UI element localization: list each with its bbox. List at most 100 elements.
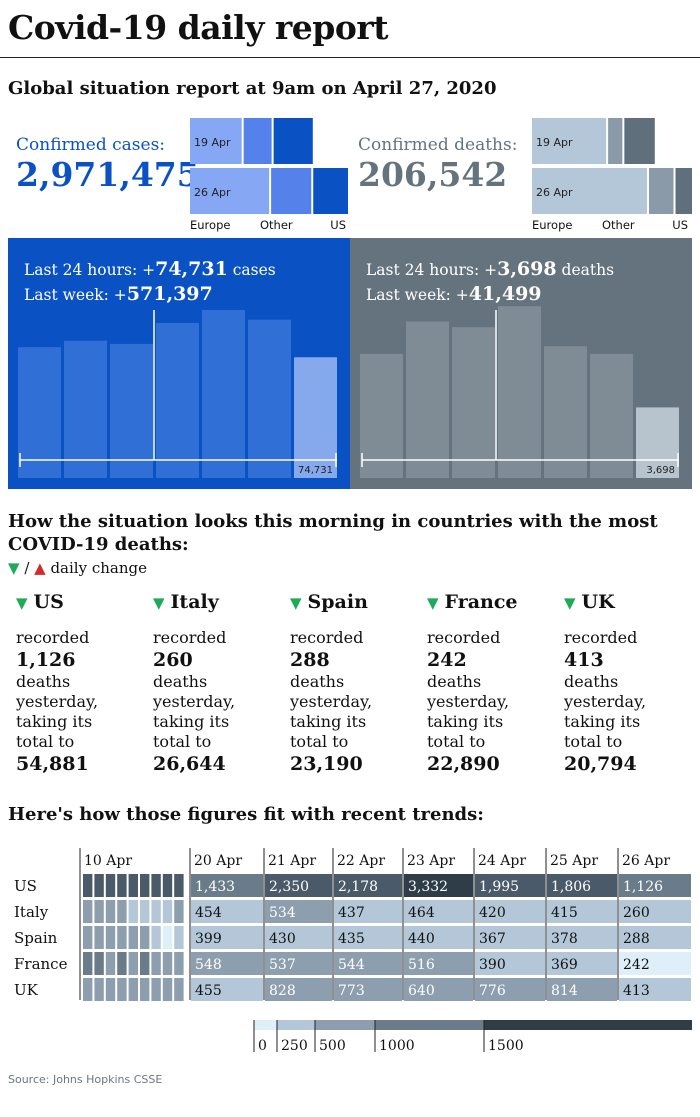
date-label: 23 Apr — [407, 853, 455, 869]
heatmap-value: 776 — [479, 983, 506, 999]
date-label: 22 Apr — [337, 853, 385, 869]
change-legend: ▼ / ▲ daily change — [8, 559, 147, 577]
down-triangle-icon: ▼ — [290, 594, 302, 612]
early-cell — [174, 926, 184, 949]
heatmap-value: 369 — [551, 957, 578, 973]
heatmap-cell — [334, 900, 402, 923]
heatmap-value: 464 — [408, 905, 435, 921]
heatmap-value: 413 — [623, 983, 650, 999]
total-deaths: 26,644 — [153, 753, 226, 775]
early-cell — [174, 978, 184, 1001]
heatmap-cell — [547, 952, 617, 975]
heatmap-value: 455 — [195, 983, 222, 999]
early-cell — [83, 978, 93, 1001]
tile-other-0 — [608, 118, 623, 164]
tile-other-1 — [649, 168, 674, 214]
cases-daily-panel: 74,731 — [8, 238, 350, 489]
heatmap-cell — [191, 874, 263, 897]
heatmap-cell — [191, 900, 263, 923]
heatmap-value: 242 — [623, 957, 650, 973]
heatmap-value: 2,178 — [338, 879, 378, 895]
heatmap-cell — [619, 874, 691, 897]
scale-swatch — [315, 1020, 375, 1030]
heatmap-value: 1,433 — [195, 879, 235, 895]
scale-swatch — [254, 1020, 277, 1030]
page-title: Covid-19 daily report — [8, 8, 388, 47]
heatmap-cell — [547, 874, 617, 897]
heatmap-value: 548 — [195, 957, 222, 973]
tile-us-1 — [675, 168, 692, 214]
tile-other-0 — [243, 118, 272, 164]
heatmap-value: 260 — [623, 905, 650, 921]
heatmap-value: 399 — [195, 931, 222, 947]
heatmap-value: 2,350 — [269, 879, 309, 895]
country-name: Italy — [170, 591, 219, 613]
heatmap-value: 288 — [623, 931, 650, 947]
daily-bar — [360, 353, 403, 478]
country-name: UK — [581, 591, 615, 613]
heatmap-cell — [619, 952, 691, 975]
early-cell — [140, 978, 150, 1001]
early-cell — [128, 978, 138, 1001]
heatmap-value: 440 — [408, 931, 435, 947]
down-triangle-icon: ▼ — [16, 594, 28, 612]
early-cell — [94, 900, 104, 923]
cases-total: 2,971,475 — [16, 155, 200, 194]
early-cell — [105, 874, 116, 897]
heatmap-value: 1,995 — [479, 879, 519, 895]
heatmap-cell — [334, 926, 402, 949]
tile-other-1 — [271, 168, 312, 214]
early-date-label: 10 Apr — [84, 853, 132, 869]
date-label: 26 Apr — [622, 853, 670, 869]
deaths-region-chart: 19 Apr 26 Apr Europe Other US — [532, 118, 692, 232]
early-cell — [151, 926, 161, 949]
early-cell — [128, 874, 138, 897]
tile-row-label: 19 Apr — [536, 136, 573, 149]
scale-swatch — [375, 1020, 484, 1030]
early-cell — [94, 874, 104, 897]
daily-deaths: 288 — [290, 649, 330, 671]
country-name: Spain — [307, 591, 368, 613]
early-cell — [94, 952, 104, 975]
heatmap-cell — [475, 874, 545, 897]
early-cell — [105, 952, 116, 975]
heatmap-cell — [334, 978, 402, 1001]
early-cell — [83, 900, 93, 923]
daily-bar — [18, 347, 61, 478]
scale-swatch — [277, 1020, 315, 1030]
heatmap-cell — [475, 926, 545, 949]
early-cell — [94, 978, 104, 1001]
heatmap-cell — [404, 978, 473, 1001]
daily-deaths: 413 — [564, 649, 604, 671]
early-cell — [83, 926, 93, 949]
heatmap-row-label: UK — [14, 981, 39, 999]
down-triangle-icon: ▼ — [427, 594, 439, 612]
tile-axis-other: Other — [260, 218, 293, 232]
scale-tick-label: 500 — [319, 1038, 346, 1054]
scale-tick-label: 250 — [281, 1038, 308, 1054]
heatmap-value: 516 — [408, 957, 435, 973]
heatmap-value: 420 — [479, 905, 506, 921]
daily-bar — [406, 321, 449, 478]
heatmap-cell — [475, 978, 545, 1001]
tile-us-0 — [273, 118, 313, 164]
early-cell — [83, 874, 93, 897]
trends-heading: Here's how those figures fit with recent… — [8, 804, 484, 825]
heatmap-value: 534 — [269, 905, 296, 921]
deaths-label: Confirmed deaths: — [358, 135, 518, 155]
page-subtitle: Global situation report at 9am on April … — [8, 78, 497, 99]
country-card-uk: ▼ UK recorded 413 deaths yesterday, takin… — [564, 592, 694, 776]
daily-deaths: 1,126 — [16, 649, 76, 671]
early-cell — [151, 900, 161, 923]
date-label: 25 Apr — [550, 853, 598, 869]
heatmap-cell — [619, 926, 691, 949]
early-cell — [140, 952, 150, 975]
heatmap-cell — [619, 900, 691, 923]
date-label: 20 Apr — [194, 853, 242, 869]
daily-bar — [498, 306, 541, 478]
early-cell — [94, 926, 104, 949]
tile-europe-1 — [532, 168, 647, 214]
heatmap-value: 435 — [338, 931, 365, 947]
daily-bar — [64, 340, 107, 478]
heatmap-value: 3,332 — [408, 879, 448, 895]
